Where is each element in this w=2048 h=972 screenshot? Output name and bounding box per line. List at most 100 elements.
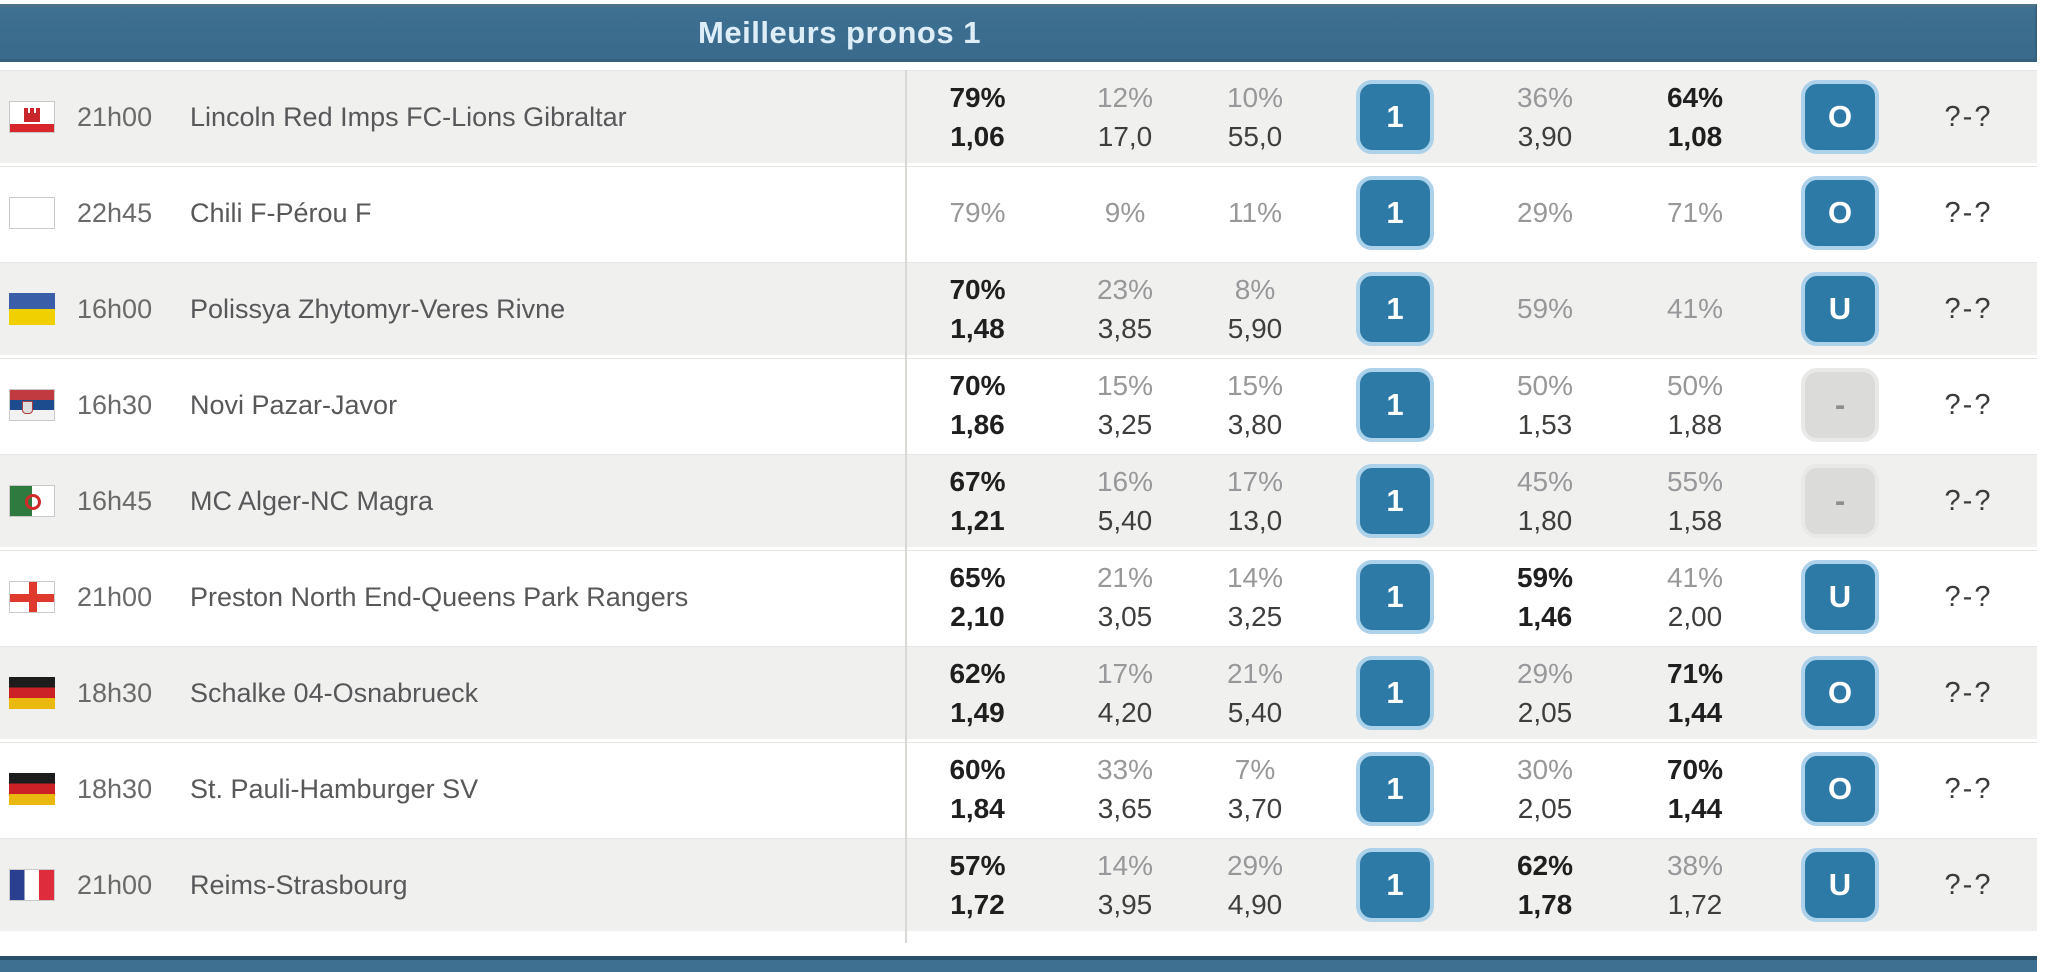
pick-1x2-button[interactable]: 1: [1356, 368, 1434, 442]
away-win-odd: 4,90: [1227, 888, 1283, 920]
prob-draw: 12% 17,0: [1050, 71, 1200, 163]
pick-1x2-button[interactable]: 1: [1356, 176, 1434, 250]
match-name[interactable]: Polissya Zhytomyr-Veres Rivne: [190, 293, 566, 324]
home-win-percent: 60%: [949, 753, 1006, 785]
gibraltar-flag-icon: [9, 101, 55, 133]
prob-over: 71% 1,44: [1610, 647, 1780, 739]
match-name[interactable]: Schalke 04-Osnabrueck: [190, 677, 479, 708]
prob-over: 71%: [1610, 167, 1780, 259]
match-name[interactable]: Preston North End-Queens Park Rangers: [190, 581, 689, 612]
match-name[interactable]: Novi Pazar-Javor: [190, 389, 398, 420]
match-name[interactable]: Chili F-Pérou F: [190, 197, 372, 228]
home-win-percent: 62%: [949, 657, 1006, 689]
over-odd: 1,88: [1667, 408, 1723, 440]
pick-over-under-button[interactable]: U: [1801, 272, 1879, 346]
pick-over-under-button[interactable]: -: [1801, 368, 1879, 442]
pick-1x2-button[interactable]: 1: [1356, 560, 1434, 634]
over-odd: 1,44: [1667, 696, 1723, 728]
matches-table: 21h00 Lincoln Red Imps FC-Lions Gibralta…: [0, 70, 2037, 934]
pick-over-under-cell: O: [1780, 71, 1900, 163]
pick-over-under-cell: -: [1780, 359, 1900, 451]
match-name[interactable]: MC Alger-NC Magra: [190, 485, 434, 516]
draw-odd: 3,05: [1097, 600, 1153, 632]
score: ?-?: [1944, 868, 1993, 901]
pick-1x2-button[interactable]: 1: [1356, 272, 1434, 346]
prob-draw: 15% 3,25: [1050, 359, 1200, 451]
score: ?-?: [1944, 196, 1993, 229]
pick-over-under-button[interactable]: O: [1801, 176, 1879, 250]
pick-1x2-cell: 1: [1310, 647, 1480, 739]
match-row: 21h00 Reims-Strasbourg 57% 1,72 14% 3,95…: [0, 838, 2037, 931]
match-row: 21h00 Preston North End-Queens Park Rang…: [0, 550, 2037, 643]
pick-over-under-cell: U: [1780, 839, 1900, 931]
pick-over-under-button[interactable]: U: [1801, 560, 1879, 634]
section-header-bar: Meilleurs pronos 1: [0, 4, 2037, 62]
away-win-percent: 8%: [1234, 273, 1276, 305]
prob-under: 30% 2,05: [1480, 743, 1610, 835]
match-name[interactable]: St. Pauli-Hamburger SV: [190, 773, 479, 804]
flag-cell: [0, 263, 64, 355]
away-win-odd: 3,70: [1227, 792, 1283, 824]
pick-over-under-button[interactable]: -: [1801, 464, 1879, 538]
germany-flag-icon: [9, 677, 55, 709]
home-win-odd: 1,49: [950, 696, 1005, 728]
pick-1x2-button[interactable]: 1: [1356, 752, 1434, 826]
pick-1x2-button[interactable]: 1: [1356, 656, 1434, 730]
pick-over-under-cell: U: [1780, 263, 1900, 355]
match-time: 21h00: [77, 101, 153, 132]
prob-home-win: 60% 1,84: [905, 743, 1050, 835]
pick-over-under-cell: U: [1780, 551, 1900, 643]
prob-draw: 17% 4,20: [1050, 647, 1200, 739]
prob-away-win: 8% 5,90: [1200, 263, 1310, 355]
home-win-odd: 1,21: [950, 504, 1005, 536]
prob-under: 29% 2,05: [1480, 647, 1610, 739]
pick-over-under-button[interactable]: U: [1801, 848, 1879, 922]
draw-percent: 16%: [1096, 465, 1154, 497]
pick-over-under-button[interactable]: O: [1801, 752, 1879, 826]
score: ?-?: [1944, 580, 1993, 613]
pick-1x2-cell: 1: [1310, 71, 1480, 163]
over-percent: 71%: [1666, 197, 1724, 228]
pick-over-under-button[interactable]: O: [1801, 80, 1879, 154]
match-time: 21h00: [77, 869, 153, 900]
under-odd: 1,53: [1517, 408, 1573, 440]
away-win-percent: 29%: [1226, 849, 1284, 881]
match-time: 16h00: [77, 293, 153, 324]
prob-away-win: 7% 3,70: [1200, 743, 1310, 835]
match-name[interactable]: Lincoln Red Imps FC-Lions Gibraltar: [190, 101, 627, 132]
over-percent: 41%: [1666, 561, 1724, 593]
pick-1x2-button[interactable]: 1: [1356, 464, 1434, 538]
over-odd: 1,58: [1667, 504, 1723, 536]
home-win-percent: 65%: [949, 561, 1006, 593]
draw-percent: 15%: [1096, 369, 1154, 401]
away-win-odd: 3,25: [1227, 600, 1283, 632]
away-win-odd: 55,0: [1227, 120, 1283, 152]
prob-home-win: 70% 1,48: [905, 263, 1050, 355]
prob-home-win: 70% 1,86: [905, 359, 1050, 451]
under-percent: 59%: [1516, 561, 1574, 593]
match-name[interactable]: Reims-Strasbourg: [190, 869, 408, 900]
column-divider: [905, 70, 907, 943]
away-win-percent: 10%: [1226, 81, 1284, 113]
germany-flag-icon: [9, 773, 55, 805]
pick-1x2-button[interactable]: 1: [1356, 80, 1434, 154]
home-win-percent: 57%: [949, 849, 1006, 881]
prob-draw: 9%: [1050, 167, 1200, 259]
prob-away-win: 10% 55,0: [1200, 71, 1310, 163]
prob-over: 38% 1,72: [1610, 839, 1780, 931]
pick-over-under-button[interactable]: O: [1801, 656, 1879, 730]
over-percent: 50%: [1666, 369, 1724, 401]
pick-1x2-cell: 1: [1310, 743, 1480, 835]
home-win-odd: 2,10: [950, 600, 1005, 632]
prob-under: 29%: [1480, 167, 1610, 259]
match-row: 16h00 Polissya Zhytomyr-Veres Rivne 70% …: [0, 262, 2037, 355]
prob-over: 50% 1,88: [1610, 359, 1780, 451]
over-odd: 1,44: [1667, 792, 1723, 824]
over-percent: 64%: [1666, 81, 1724, 113]
prob-over: 55% 1,58: [1610, 455, 1780, 547]
home-win-percent: 67%: [949, 465, 1006, 497]
pick-over-under-cell: O: [1780, 647, 1900, 739]
pick-1x2-button[interactable]: 1: [1356, 848, 1434, 922]
flag-cell: [0, 743, 64, 835]
over-odd: 1,72: [1667, 888, 1723, 920]
